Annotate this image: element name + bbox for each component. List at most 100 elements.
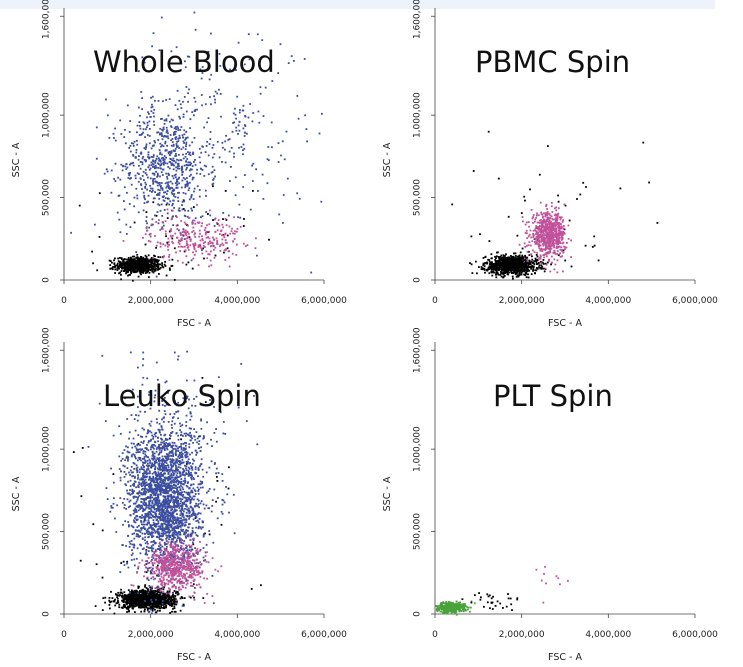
data-point (504, 259, 506, 262)
y-tick-label: 1,600,000 (413, 0, 423, 39)
data-point (184, 66, 187, 69)
data-point (145, 604, 147, 607)
data-point (137, 442, 140, 445)
scatter-points (451, 130, 659, 280)
data-point (525, 263, 528, 266)
data-point (556, 243, 559, 246)
data-point (186, 177, 188, 179)
data-point (132, 259, 135, 262)
data-point (212, 219, 214, 221)
data-point (492, 270, 495, 273)
data-point (185, 130, 188, 133)
data-point (198, 195, 201, 198)
data-point (550, 263, 552, 266)
data-point (174, 594, 176, 597)
data-point (121, 599, 124, 602)
data-point (193, 97, 196, 99)
data-point (520, 212, 523, 214)
data-point (158, 267, 161, 270)
data-point (161, 195, 164, 198)
data-point (148, 226, 150, 229)
data-point (190, 162, 193, 165)
data-point (510, 255, 512, 257)
data-point (169, 134, 172, 136)
data-point (159, 607, 162, 610)
data-point (134, 429, 137, 432)
data-point (129, 596, 132, 599)
data-point (111, 267, 114, 270)
data-point (155, 606, 158, 609)
data-point (545, 247, 547, 250)
data-point (164, 596, 167, 599)
data-point (535, 260, 537, 262)
data-point (219, 65, 222, 67)
data-point (491, 267, 493, 269)
data-point (129, 171, 131, 174)
data-point (204, 241, 206, 243)
data-point (186, 180, 188, 183)
data-point (153, 173, 156, 176)
data-point (534, 218, 537, 221)
data-point (137, 598, 139, 601)
data-point (155, 418, 158, 420)
data-point (240, 146, 243, 148)
data-point (124, 594, 126, 596)
data-point (116, 596, 118, 599)
data-point (186, 244, 189, 246)
data-point (150, 594, 153, 596)
data-point (557, 243, 559, 245)
data-point (143, 179, 145, 181)
data-point (151, 609, 154, 612)
data-point (155, 267, 157, 270)
data-point (185, 152, 187, 155)
data-point (149, 264, 151, 266)
data-point (136, 419, 139, 422)
data-point (511, 256, 514, 259)
data-point (537, 214, 540, 217)
data-point (161, 525, 164, 528)
data-point (138, 263, 140, 265)
data-point (173, 189, 175, 191)
data-point (556, 217, 559, 219)
data-point (193, 161, 195, 163)
data-point (526, 265, 529, 268)
data-point (196, 168, 198, 171)
data-point (246, 244, 249, 246)
data-point (238, 111, 241, 114)
data-point (165, 604, 168, 607)
data-point (533, 263, 536, 266)
data-point (526, 244, 528, 247)
data-point (508, 271, 511, 274)
data-point (193, 137, 196, 139)
data-point (496, 261, 499, 263)
data-point (519, 251, 522, 254)
data-point (145, 183, 147, 186)
data-point (547, 221, 550, 223)
data-point (152, 112, 155, 114)
data-point (214, 254, 217, 257)
data-point (255, 168, 257, 171)
data-point (175, 598, 177, 601)
data-point (524, 259, 527, 262)
data-point (548, 229, 550, 232)
data-point (131, 598, 133, 601)
data-point (225, 242, 228, 244)
data-point (197, 246, 200, 248)
data-point (209, 131, 212, 133)
data-point (146, 609, 149, 611)
data-point (181, 171, 184, 174)
data-point (127, 256, 130, 259)
data-point (166, 602, 169, 605)
data-point (126, 270, 129, 273)
data-point (184, 229, 187, 232)
data-point (122, 261, 125, 263)
data-point (186, 215, 189, 218)
data-point (183, 142, 185, 144)
data-point (522, 259, 525, 261)
data-point (517, 270, 519, 273)
data-point (542, 218, 545, 221)
data-point (238, 146, 240, 149)
data-point (535, 240, 538, 243)
data-point (156, 131, 158, 134)
data-point (527, 221, 530, 223)
